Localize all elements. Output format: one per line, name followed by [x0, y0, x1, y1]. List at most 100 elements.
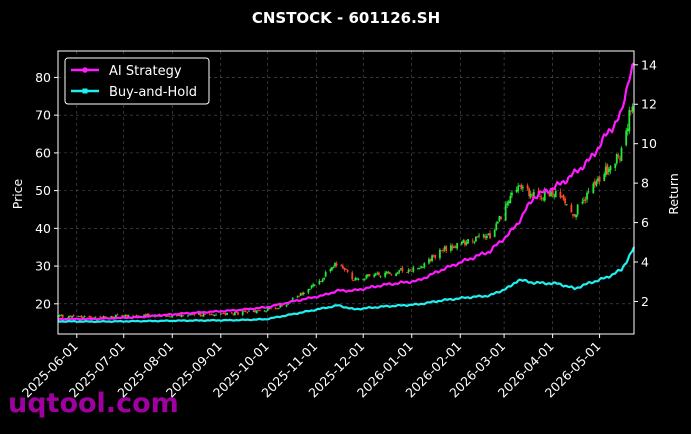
candle-body [58, 315, 61, 317]
candle-body [496, 221, 499, 224]
legend-label-strategy: AI Strategy [109, 64, 182, 79]
y-tick-label: 80 [35, 70, 51, 85]
candle-body [335, 263, 338, 266]
candle-body [313, 284, 316, 286]
candle-body [210, 313, 213, 315]
candle-body [542, 198, 545, 200]
candle-body [197, 312, 200, 315]
candle-body [626, 128, 629, 132]
candle-body [604, 166, 607, 176]
candle-body [584, 199, 587, 201]
candle-body [115, 314, 117, 318]
candle-body [309, 288, 311, 290]
candle-body [548, 191, 551, 197]
candle-body [454, 246, 457, 248]
candle-body [443, 247, 446, 250]
candle-body [147, 313, 150, 317]
candle-body [340, 265, 343, 267]
candle-body [614, 163, 617, 168]
candle-body [592, 183, 595, 194]
candle-body [301, 292, 304, 296]
candle-body [409, 269, 412, 271]
candle-body [377, 272, 380, 276]
candle-body [581, 201, 584, 204]
candle-body [412, 267, 415, 272]
candle-body [72, 315, 75, 317]
candle-body [562, 195, 565, 200]
candle-body [226, 312, 228, 315]
series-line-ai-strategy [57, 62, 635, 321]
candle-body [323, 277, 325, 280]
candle-body [367, 274, 369, 277]
candle-body [188, 314, 191, 316]
candle-body [208, 313, 211, 315]
candle-body [487, 233, 490, 236]
candle-body [69, 316, 72, 318]
candle-body [352, 280, 355, 282]
y2-tick-label: 2 [641, 294, 649, 309]
candle-body [199, 312, 202, 316]
candle-body [467, 239, 469, 244]
y-tick-label: 70 [35, 108, 51, 123]
candle-body [551, 190, 554, 195]
candle-body [410, 270, 413, 272]
candle-body [619, 158, 621, 160]
candle-body [462, 240, 465, 243]
candle-body [343, 267, 346, 270]
candle-body [428, 259, 430, 264]
candle-body [509, 195, 512, 204]
candle-body [453, 247, 455, 248]
candle-body [113, 316, 116, 319]
candle-body [321, 279, 324, 283]
candle-body [493, 229, 496, 237]
candle-body [572, 214, 574, 216]
candle-body [182, 315, 185, 317]
candle-body [169, 316, 172, 318]
candle-body [429, 258, 432, 262]
candle-body [379, 276, 382, 278]
candle-body [609, 165, 612, 171]
candle-body [68, 315, 70, 318]
y-tick-label: 40 [35, 221, 51, 236]
candle-body [445, 245, 448, 252]
candle-body [80, 315, 83, 318]
candle-body [312, 284, 315, 287]
y2-axis-ticks: 2 4 6 8 10 12 14 [634, 57, 657, 309]
candle-body [241, 311, 244, 315]
candle-body [575, 214, 577, 218]
candle-body [561, 196, 563, 198]
candle-body [507, 201, 510, 204]
candle-body [102, 316, 105, 318]
candle-body [456, 243, 459, 249]
grid [58, 51, 634, 334]
candle-body [356, 278, 358, 280]
candle-body [299, 293, 302, 296]
candle-body [631, 106, 634, 112]
candle-body [399, 268, 402, 270]
candle-body [237, 312, 239, 315]
candle-body [439, 249, 441, 259]
candle-body [564, 198, 567, 204]
return-lines [57, 62, 636, 324]
candle-body [407, 269, 410, 273]
candle-body [82, 316, 84, 318]
candle-body [89, 316, 92, 319]
candle-body [60, 315, 63, 317]
candle-body [230, 312, 233, 314]
candle-body [331, 267, 333, 271]
y2-tick-label: 8 [641, 176, 649, 191]
candle-body [449, 245, 452, 251]
candle-body [143, 314, 145, 317]
candle-body [587, 191, 590, 193]
candle-body [274, 307, 277, 309]
candle-body [310, 285, 313, 288]
candle-body [94, 316, 97, 318]
candle-body [608, 168, 610, 173]
legend: AI Strategy Buy-and-Hold [64, 57, 210, 105]
candle-body [202, 313, 205, 317]
candle-body [620, 147, 623, 162]
candle-body [246, 311, 249, 313]
candle-body [586, 192, 588, 200]
candle-body [520, 184, 523, 190]
